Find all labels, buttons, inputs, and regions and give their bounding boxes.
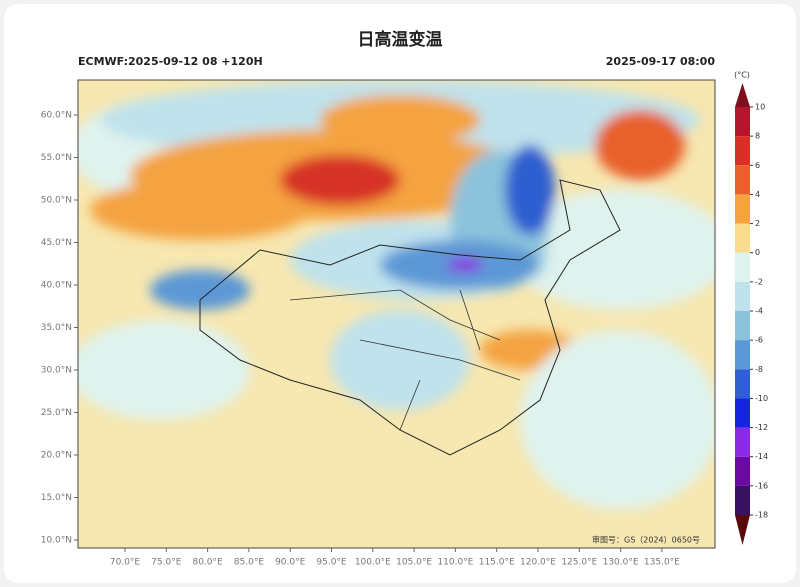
- colorbar: 10 8 6 4 2 0 -2 -4 -6 -8 -10 -12 -14 -16 -18: [735, 83, 768, 545]
- lon-tick-label: 80.0°E: [192, 558, 223, 568]
- colorbar-label: -12: [755, 423, 768, 432]
- colorbar-unit: (°C): [734, 71, 750, 80]
- colorbar-band: [735, 427, 750, 457]
- lon-tick-label: 115.0°E: [479, 558, 515, 568]
- colorbar-label: -8: [755, 365, 763, 374]
- colorbar-band: [735, 165, 750, 195]
- subtitle-right: 2025-09-17 08:00: [606, 55, 716, 68]
- colorbar-under: [735, 515, 750, 545]
- lon-tick-label: 100.0°E: [355, 558, 391, 568]
- colorbar-label: 0: [755, 248, 760, 257]
- lon-tick-label: 85.0°E: [234, 558, 265, 568]
- lon-tick-label: 95.0°E: [316, 558, 347, 568]
- lon-tick-label: 125.0°E: [561, 558, 597, 568]
- lat-tick-label: 20.0°N: [41, 451, 72, 461]
- colorbar-label: 6: [755, 161, 760, 170]
- colorbar-label: 4: [755, 190, 760, 199]
- lat-tick-label: 15.0°N: [41, 493, 72, 503]
- colorbar-label: 8: [755, 132, 760, 141]
- lon-tick-label: 105.0°E: [396, 558, 432, 568]
- lat-tick-label: 30.0°N: [41, 366, 72, 376]
- lon-tick-label: 110.0°E: [437, 558, 473, 568]
- colorbar-band: [735, 340, 750, 370]
- colorbar-band: [735, 456, 750, 486]
- colorbar-label: -14: [755, 452, 768, 461]
- colorbar-band: [735, 252, 750, 282]
- colorbar-label: -10: [755, 394, 768, 403]
- colorbar-band: [735, 281, 750, 311]
- lat-tick-label: 60.0°N: [41, 111, 72, 121]
- colorbar-band: [735, 311, 750, 341]
- colorbar-band: [735, 136, 750, 166]
- lat-tick-label: 25.0°N: [41, 408, 72, 418]
- temperature-field: [78, 80, 715, 510]
- colorbar-band: [735, 485, 750, 515]
- colorbar-label: -6: [755, 336, 763, 345]
- credit: 审图号：GS（2024）0650号: [592, 535, 700, 545]
- map-frame: [77, 79, 716, 549]
- subtitle-left: ECMWF:2025-09-12 08 +120H: [78, 55, 263, 68]
- lon-tick-label: 130.0°E: [603, 558, 639, 568]
- colorbar-band: [735, 369, 750, 399]
- colorbar-label: 2: [755, 219, 760, 228]
- colorbar-label: -16: [755, 481, 768, 490]
- lat-tick-label: 50.0°N: [41, 196, 72, 206]
- colorbar-band: [735, 194, 750, 224]
- lon-tick-label: 70.0°E: [110, 558, 141, 568]
- colorbar-band: [735, 398, 750, 428]
- lon-tick-label: 75.0°E: [151, 558, 182, 568]
- boundary: [199, 179, 621, 456]
- axes: 60.0°N 55.0°N 50.0°N 45.0°N 40.0°N 35.0°N 30.0…: [41, 111, 680, 568]
- colorbar-band: [735, 223, 750, 253]
- title: 日高温变温: [358, 29, 443, 50]
- colorbar-label: -2: [755, 277, 763, 286]
- colorbar-label: -18: [755, 511, 768, 520]
- lat-tick-label: 35.0°N: [41, 323, 72, 333]
- lon-tick-label: 135.0°E: [644, 558, 680, 568]
- colorbar-band: [735, 107, 750, 137]
- lat-tick-label: 10.0°N: [41, 536, 72, 546]
- lat-tick-label: 55.0°N: [41, 153, 72, 163]
- colorbar-label: -4: [755, 307, 763, 316]
- colorbar-label: 10: [755, 103, 765, 112]
- lat-tick-label: 40.0°N: [41, 281, 72, 291]
- map: [78, 80, 715, 548]
- province-lines: [289, 289, 521, 431]
- colorbar-over: [735, 83, 750, 107]
- lat-tick-label: 45.0°N: [41, 238, 72, 248]
- lon-tick-label: 120.0°E: [520, 558, 556, 568]
- lon-tick-label: 90.0°E: [275, 558, 306, 568]
